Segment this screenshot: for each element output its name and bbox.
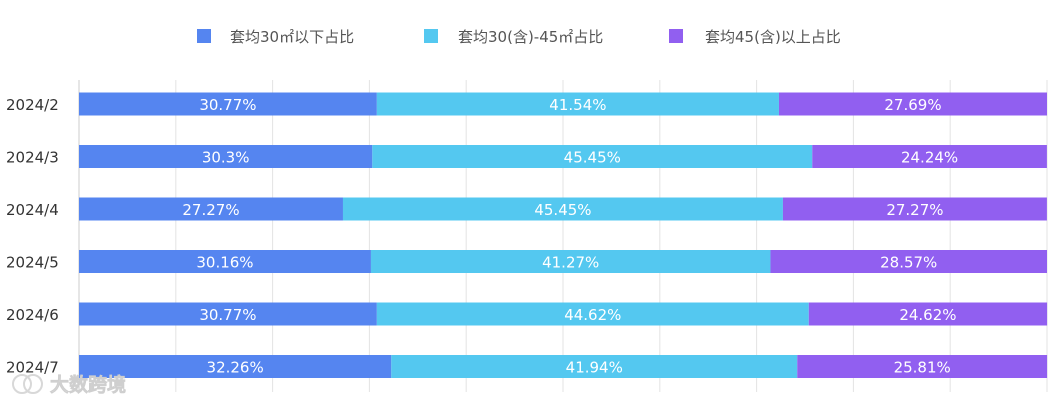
bar-segment[interactable] [370, 250, 771, 273]
watermark-text: 大数跨境 [50, 373, 126, 396]
y-axis-labels: 2024/2 2024/3 2024/4 2024/5 2024/6 2024/7 [6, 96, 59, 377]
bar-segment[interactable] [778, 92, 1047, 116]
bar-segment[interactable] [812, 145, 1047, 168]
data-label: 24.24% [901, 149, 958, 167]
data-label: 30.77% [199, 96, 256, 114]
bar-segment[interactable] [391, 355, 798, 378]
data-label: 32.26% [207, 359, 264, 377]
data-label: 30.16% [196, 254, 253, 272]
bar-segment[interactable] [372, 145, 813, 168]
bar-segment[interactable] [342, 197, 783, 221]
y-tick-label: 2024/4 [6, 201, 59, 219]
legend-label: 套均45(含)以上占比 [705, 28, 841, 46]
bar-series: 30.77% 41.54% 27.69% 30.3% 45.45% 24.24% 27.27… [79, 92, 1048, 378]
legend-label: 套均30㎡以下占比 [230, 28, 354, 46]
bar-segment[interactable] [797, 355, 1048, 378]
data-label: 41.27% [542, 254, 599, 272]
bar-segment[interactable] [79, 197, 343, 221]
y-tick-label: 2024/2 [6, 96, 59, 114]
y-tick-label: 2024/3 [6, 149, 59, 167]
data-label: 45.45% [534, 201, 591, 219]
bar-segment[interactable] [808, 302, 1048, 326]
watermark: 大数跨境 [12, 373, 126, 396]
legend-swatch [197, 29, 211, 43]
y-tick-label: 2024/5 [6, 254, 59, 272]
data-label: 44.62% [564, 306, 621, 324]
bar-segment[interactable] [770, 250, 1047, 273]
data-label: 41.54% [549, 96, 606, 114]
watermark-logo-icon [23, 374, 43, 394]
data-label: 45.45% [564, 149, 621, 167]
data-label: 41.94% [566, 359, 623, 377]
bar-segment[interactable] [79, 145, 373, 168]
bar-segment[interactable] [79, 250, 371, 273]
y-tick-label: 2024/7 [6, 359, 59, 377]
data-label: 30.3% [202, 149, 250, 167]
bar-segment[interactable] [79, 302, 377, 326]
legend-swatch [669, 29, 683, 43]
data-label: 27.69% [884, 96, 941, 114]
watermark-logo-icon [12, 374, 32, 394]
legend-item[interactable]: 套均45(含)以上占比 [669, 28, 841, 46]
bar-segment[interactable] [376, 302, 809, 326]
bar-segment[interactable] [79, 92, 377, 116]
data-label: 25.81% [894, 359, 951, 377]
data-label: 28.57% [880, 254, 937, 272]
legend-label: 套均30(含)-45㎡占比 [458, 28, 603, 46]
data-label: 24.62% [899, 306, 956, 324]
legend[interactable]: 套均30㎡以下占比 套均30(含)-45㎡占比 套均45(含)以上占比 [197, 28, 841, 46]
bar-segment[interactable] [79, 355, 392, 378]
legend-item[interactable]: 套均30(含)-45㎡占比 [424, 28, 603, 46]
legend-swatch [424, 29, 438, 43]
grid-lines [78, 80, 1048, 392]
bar-segment[interactable] [376, 92, 779, 116]
legend-item[interactable]: 套均30㎡以下占比 [197, 28, 354, 46]
data-label: 30.77% [199, 306, 256, 324]
y-tick-label: 2024/6 [6, 306, 59, 324]
bar-segment[interactable] [782, 197, 1047, 221]
data-label: 27.27% [886, 201, 943, 219]
data-label: 27.27% [182, 201, 239, 219]
